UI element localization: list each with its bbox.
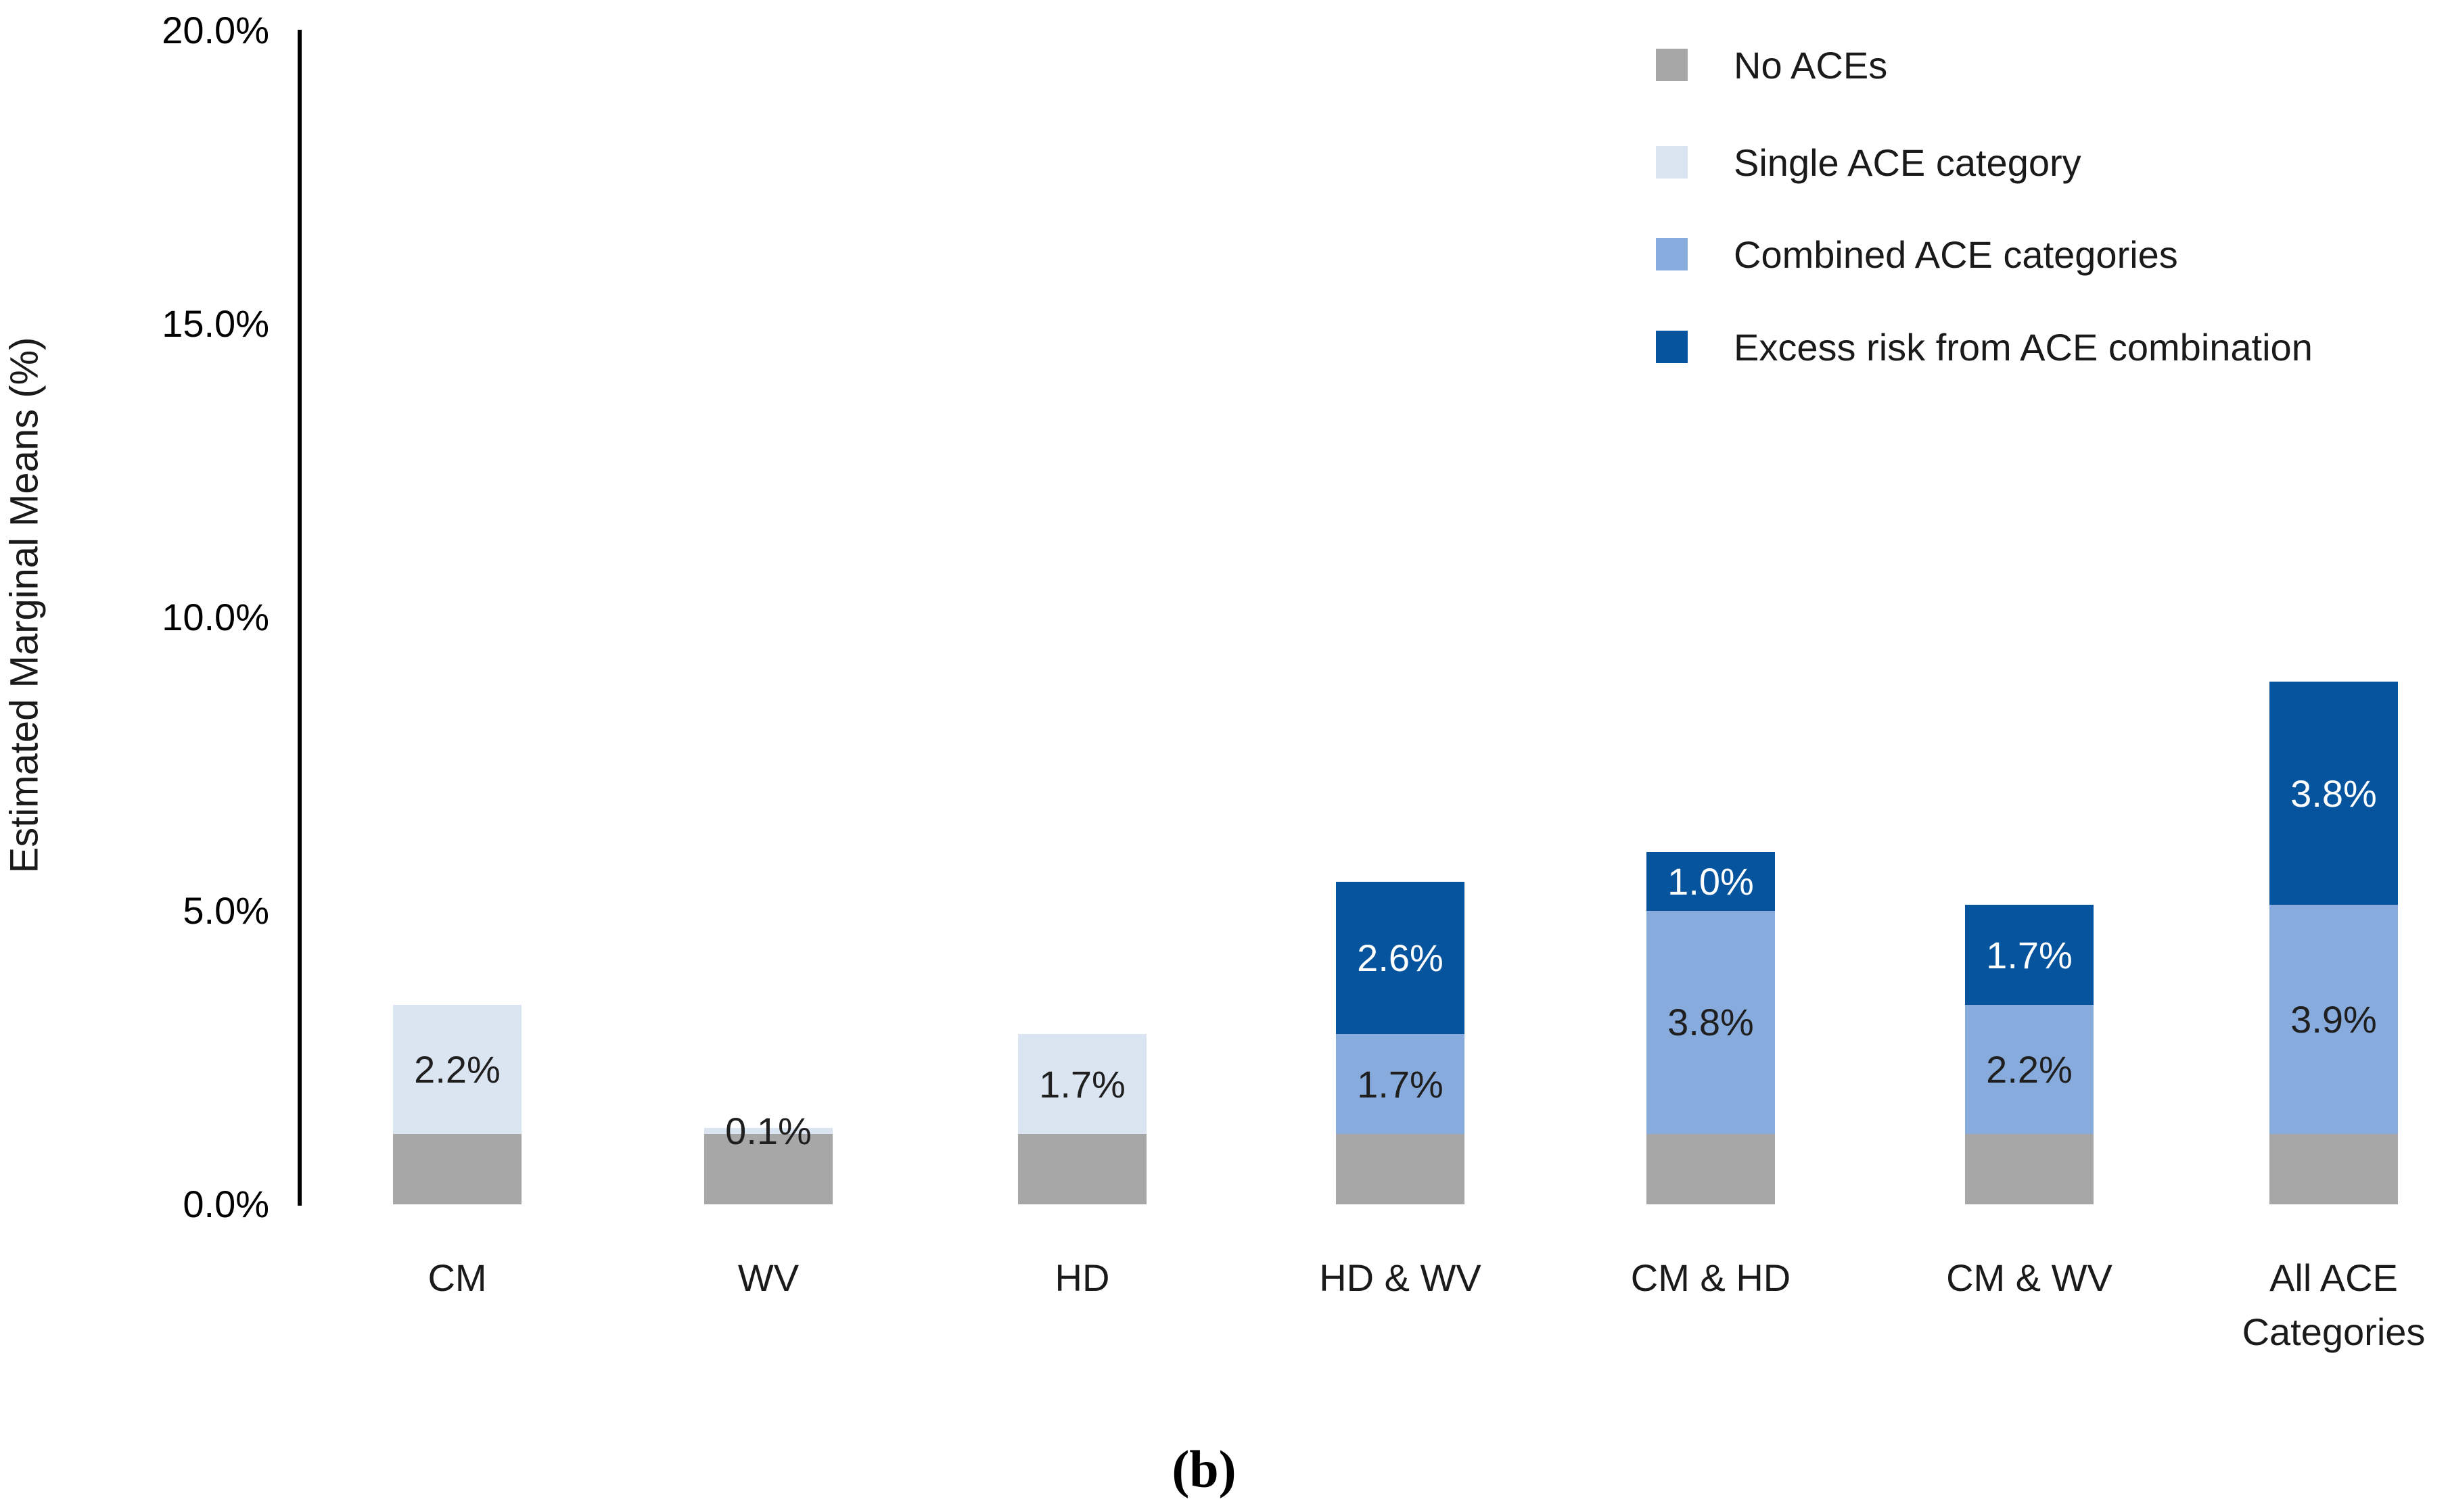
legend-swatch-icon [1656,146,1688,179]
y-axis-title: Estimated Marginal Means (%) [2,337,47,874]
legend-swatch-icon [1656,331,1688,363]
bar-segment-no-aces-cm [393,1133,522,1204]
bar-segment-no-aces-cm-wv [1965,1133,2094,1204]
y-tick-label-15-0: 15.0% [162,302,269,345]
y-axis-line [298,30,302,1206]
bar-segment-no-aces-cm-hd [1646,1133,1775,1204]
bar-segment-combined-ace-categories-cm-hd: 3.8% [1646,911,1775,1134]
y-tick-label-0-0: 0.0% [183,1183,269,1225]
legend-swatch-icon [1656,238,1688,270]
legend-label: Single ACE category [1734,141,2081,184]
y-tick-label-10-0: 10.0% [162,596,269,638]
legend-label: Combined ACE categories [1734,233,2178,276]
figure-caption: (b) [1172,1440,1237,1498]
segment-value-label: 1.7% [1986,933,2073,976]
x-axis-label-hd: HD [1055,1256,1110,1299]
bar-segment-excess-risk-from-ace-combination-cm-hd: 1.0% [1646,852,1775,911]
segment-value-label: 1.0% [1667,860,1754,903]
bar-segment-no-aces-all-ace-categories [2269,1133,2398,1204]
legend-item-no-aces: No ACEs [1656,43,1888,87]
bar-segment-no-aces-wv [704,1133,833,1204]
legend-swatch-icon [1656,49,1688,81]
segment-value-label: 3.8% [2290,772,2377,815]
segment-value-label: 1.7% [1357,1062,1444,1106]
bar-segment-single-ace-category-wv: 0.1% [704,1110,833,1152]
segment-value-label: 3.9% [2290,998,2377,1041]
x-axis-label-cm-wv: CM & WV [1946,1256,2112,1299]
bar-segment-single-ace-category-cm: 2.2% [393,1004,522,1134]
x-axis-label-cm-hd: CM & HD [1630,1256,1791,1299]
legend-item-combined-ace-categories: Combined ACE categories [1656,233,2178,276]
bar-segment-combined-ace-categories-all-ace-categories: 3.9% [2269,905,2398,1134]
bar-segment-excess-risk-from-ace-combination-cm-wv: 1.7% [1965,905,2094,1005]
x-axis-label-wv: WV [737,1256,800,1299]
bar-segment-excess-risk-from-ace-combination-hd-wv: 2.6% [1336,881,1464,1035]
y-tick-label-20-0: 20.0% [162,9,269,51]
bar-segment-excess-risk-from-ace-combination-all-ace-categories: 3.8% [2269,682,2398,905]
legend-label: Excess risk from ACE combination [1734,325,2313,369]
x-axis-label-hd-wv: HD & WV [1319,1256,1481,1299]
x-axis-label-all-ace-categories: All ACE Categories [2242,1256,2426,1353]
legend-label: No ACEs [1734,43,1888,87]
segment-value-label: 3.8% [1667,1001,1754,1044]
legend-item-single-ace-category: Single ACE category [1656,141,2081,184]
bar-segment-single-ace-category-hd: 1.7% [1018,1034,1147,1134]
segment-value-label: 2.2% [414,1047,501,1091]
segment-value-label: 2.2% [1986,1047,2073,1091]
x-axis-label-cm: CM [428,1256,487,1299]
y-tick-label-5-0: 5.0% [183,889,269,932]
segment-value-label: 0.1% [725,1110,812,1152]
segment-value-label: 2.6% [1357,936,1444,979]
bar-segment-combined-ace-categories-cm-wv: 2.2% [1965,1004,2094,1134]
legend-item-excess-risk-from-ace-combination: Excess risk from ACE combination [1656,325,2313,369]
bar-segment-no-aces-hd [1018,1133,1147,1204]
bar-segment-combined-ace-categories-hd-wv: 1.7% [1336,1034,1464,1134]
segment-value-label: 1.7% [1039,1062,1126,1106]
bar-segment-no-aces-hd-wv [1336,1133,1464,1204]
